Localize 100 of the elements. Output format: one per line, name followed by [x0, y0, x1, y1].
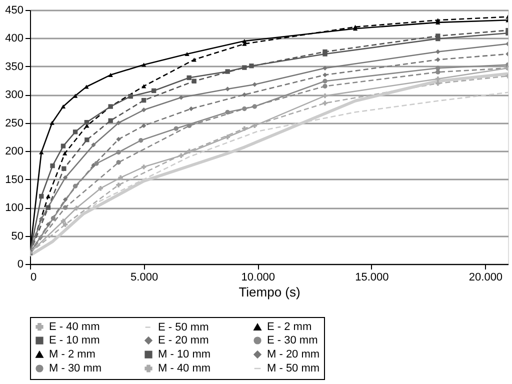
- legend-label: E - 20 mm: [158, 334, 209, 346]
- legend-label: M - 10 mm: [158, 348, 211, 360]
- point: [108, 118, 113, 123]
- point: [141, 123, 146, 128]
- legend-label: M - 30 mm: [49, 362, 102, 374]
- point: [436, 66, 440, 70]
- x-axis-title: Tiempo (s): [238, 284, 300, 300]
- point: [242, 106, 247, 112]
- point: [94, 161, 99, 166]
- y-tick-label: 450: [5, 4, 24, 16]
- point: [138, 138, 144, 143]
- point: [184, 52, 190, 56]
- point: [60, 218, 66, 224]
- point: [141, 98, 146, 103]
- point: [242, 39, 247, 44]
- point: [60, 104, 66, 109]
- point: [98, 186, 103, 191]
- point: [84, 84, 89, 89]
- point: [39, 194, 44, 199]
- legend-label: E - 30 mm: [267, 334, 318, 346]
- x-tick-label: 0: [30, 272, 37, 284]
- point: [186, 123, 192, 128]
- y-tick-label: 300: [5, 89, 24, 102]
- point: [74, 206, 79, 210]
- point: [116, 160, 121, 165]
- point: [186, 148, 192, 154]
- point: [39, 150, 44, 154]
- point: [436, 81, 440, 86]
- y-tick-label: 250: [5, 117, 24, 130]
- point: [72, 130, 78, 134]
- point: [322, 52, 328, 56]
- x-tick-label: 10.000: [241, 272, 275, 284]
- x-tick-label: 15.000: [355, 272, 389, 284]
- point: [225, 86, 230, 92]
- legend-label: M - 20 mm: [267, 348, 320, 360]
- point: [39, 216, 44, 222]
- legend-label: M - 40 mm: [158, 362, 211, 374]
- point: [62, 151, 68, 156]
- point: [141, 62, 146, 67]
- point: [178, 95, 184, 100]
- point: [62, 175, 68, 180]
- point: [174, 126, 178, 131]
- point: [322, 78, 328, 84]
- point: [116, 136, 121, 142]
- point: [252, 104, 258, 109]
- point: [116, 150, 121, 155]
- point: [108, 72, 113, 77]
- point: [188, 106, 194, 112]
- legend-label: M - 50 mm: [267, 362, 320, 374]
- point: [128, 94, 133, 99]
- point: [252, 123, 258, 128]
- point: [225, 69, 230, 74]
- point: [151, 88, 156, 94]
- point: [60, 144, 66, 148]
- point: [46, 205, 51, 210]
- point: [322, 72, 328, 78]
- point: [141, 164, 146, 170]
- y-tick-label: 150: [5, 174, 24, 186]
- point: [62, 222, 68, 227]
- point: [62, 205, 68, 210]
- point: [118, 175, 123, 180]
- point: [62, 166, 66, 171]
- point: [252, 82, 258, 87]
- point: [436, 36, 440, 42]
- point: [242, 65, 247, 70]
- legend-label: E - 40 mm: [49, 320, 100, 333]
- point: [436, 49, 440, 54]
- point: [141, 108, 146, 112]
- point: [91, 142, 96, 148]
- point: [436, 76, 440, 82]
- point: [50, 120, 54, 125]
- point: [322, 66, 328, 70]
- point: [225, 110, 230, 115]
- point: [84, 137, 90, 142]
- y-tick-label: 100: [5, 202, 24, 214]
- point: [322, 84, 328, 89]
- y-tick-label: 200: [5, 146, 24, 158]
- point: [46, 194, 51, 198]
- point: [436, 70, 440, 74]
- point: [186, 75, 192, 80]
- point: [116, 182, 121, 188]
- legend-label: E - 2 mm: [267, 321, 312, 334]
- y-tick-label: 50: [11, 230, 24, 242]
- y-tick-label: 400: [5, 32, 24, 45]
- point: [322, 100, 328, 106]
- x-tick-label: 20.000: [468, 272, 503, 284]
- point: [72, 184, 78, 188]
- point: [116, 120, 121, 126]
- point: [242, 92, 247, 98]
- legend-label: E - 50 mm: [158, 321, 209, 334]
- point: [322, 93, 328, 98]
- point: [62, 197, 68, 202]
- point: [50, 163, 55, 168]
- point: [249, 64, 254, 68]
- legend-label: M - 2 mm: [49, 348, 96, 360]
- point: [46, 222, 51, 227]
- y-tick-label: 350: [5, 60, 24, 73]
- point: [178, 153, 184, 158]
- legend-label: E - 10 mm: [49, 334, 100, 346]
- y-tick-label: 0: [17, 258, 24, 270]
